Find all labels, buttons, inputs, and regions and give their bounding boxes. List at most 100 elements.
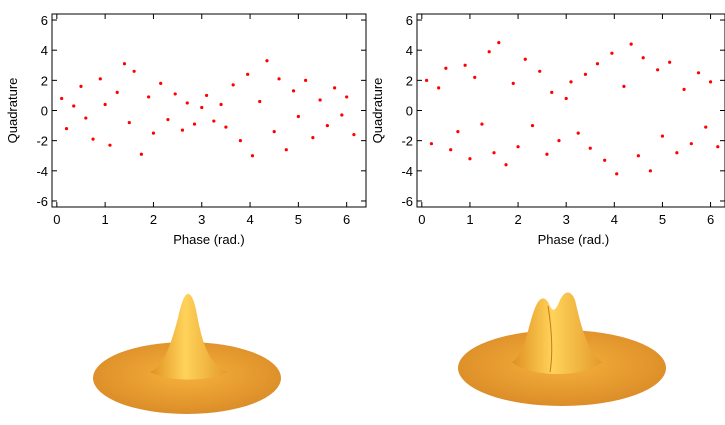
point [595, 62, 600, 66]
y-tick-label: -4 [401, 164, 413, 179]
point [84, 116, 88, 120]
point [538, 69, 542, 73]
x-tick-label: 1 [466, 212, 473, 227]
point [79, 84, 83, 88]
point [564, 96, 568, 101]
x-tick-label: 5 [295, 212, 302, 227]
point [648, 169, 653, 173]
y-tick-label: 0 [406, 104, 413, 119]
point [660, 134, 665, 138]
point [291, 89, 296, 93]
x-tick-label: 2 [150, 212, 157, 227]
point [212, 119, 216, 123]
point [277, 77, 281, 81]
point [656, 68, 660, 72]
point [716, 145, 720, 149]
point [550, 90, 554, 95]
point [511, 81, 515, 85]
point [675, 151, 679, 155]
y-axis-label: Quadrature [5, 78, 20, 144]
point [345, 95, 349, 99]
point [603, 158, 607, 162]
point [429, 142, 434, 146]
point [185, 101, 189, 105]
point [333, 86, 337, 90]
y-tick-label: 2 [41, 73, 48, 88]
point [425, 78, 429, 82]
point [60, 96, 64, 101]
point [325, 123, 329, 128]
y-tick-label: -6 [36, 194, 48, 209]
point [147, 95, 151, 99]
wigner-surface-left [93, 294, 281, 414]
point [636, 154, 640, 158]
point [258, 99, 262, 104]
x-tick-label: 4 [246, 212, 253, 227]
point [340, 113, 344, 117]
point [139, 152, 143, 156]
point [103, 102, 107, 107]
y-tick-label: 0 [41, 104, 48, 119]
point [132, 69, 136, 73]
plot-frame [416, 13, 725, 208]
point [108, 143, 112, 147]
point [473, 75, 477, 79]
point [272, 130, 276, 134]
point [224, 125, 228, 129]
point [444, 66, 448, 70]
point [437, 86, 441, 90]
y-tick-label: -2 [36, 134, 48, 149]
point [449, 148, 453, 152]
point [463, 63, 467, 67]
point [704, 125, 708, 129]
point [284, 148, 288, 152]
x-tick-label: 3 [563, 212, 570, 227]
point [622, 84, 626, 88]
x-tick-label: 6 [343, 212, 350, 227]
wigner-surface-right [458, 292, 666, 406]
point [487, 50, 491, 54]
x-tick-label: 3 [198, 212, 205, 227]
x-tick-label: 2 [514, 212, 521, 227]
x-tick-label: 0 [418, 212, 425, 227]
plot-frame [51, 13, 367, 208]
point [238, 139, 242, 143]
point [682, 87, 686, 91]
x-tick-label: 1 [102, 212, 109, 227]
point [523, 57, 527, 61]
point [200, 105, 204, 110]
y-tick-label: 2 [406, 73, 413, 88]
x-tick-label: 0 [53, 212, 60, 227]
y-tick-label: 6 [406, 13, 413, 28]
point [180, 128, 185, 132]
point [497, 41, 501, 45]
point [173, 92, 177, 96]
point [318, 98, 322, 102]
x-axis-label: Phase (rad.) [538, 232, 610, 247]
point [569, 80, 573, 84]
y-tick-label: 4 [41, 43, 48, 58]
point [708, 80, 713, 84]
x-tick-label: 6 [707, 212, 714, 227]
point [246, 72, 250, 76]
point [127, 120, 131, 125]
point [91, 137, 95, 141]
point [219, 102, 223, 107]
point [166, 117, 170, 122]
point [352, 133, 356, 137]
y-tick-label: 6 [41, 13, 48, 28]
point [629, 42, 633, 46]
point [456, 130, 460, 134]
y-tick-label: -2 [401, 134, 413, 149]
point [557, 139, 561, 143]
point [696, 71, 701, 75]
point [296, 114, 300, 119]
point [151, 131, 156, 135]
point [610, 51, 614, 55]
x-axis-label: Phase (rad.) [173, 232, 245, 247]
y-tick-label: -6 [401, 194, 413, 209]
point [159, 81, 163, 85]
point [115, 90, 119, 95]
point [583, 72, 588, 76]
